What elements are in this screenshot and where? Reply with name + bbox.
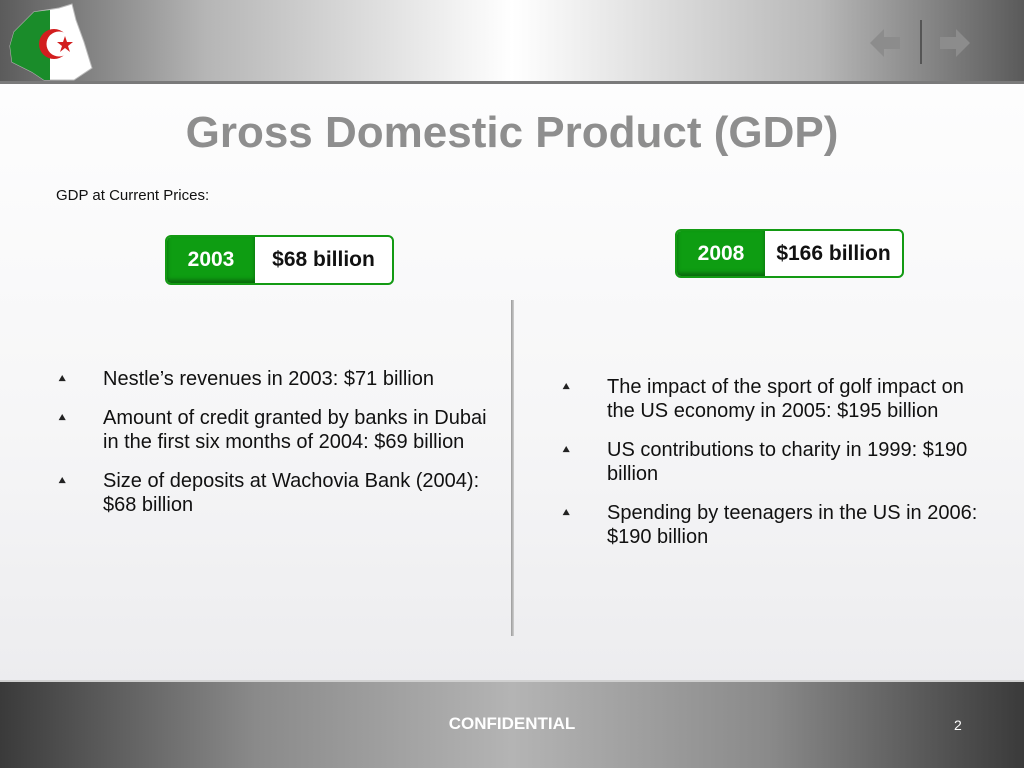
slide-header [0, 0, 1024, 84]
bullet-triangle-icon: ⯅ [57, 410, 68, 425]
arrow-right-icon[interactable] [936, 22, 972, 64]
bullet-text: Size of deposits at Wachovia Bank (2004)… [103, 470, 480, 516]
bullet-text: Spending by teenagers in the US in 2006:… [607, 502, 978, 548]
column-divider [511, 300, 514, 636]
right-bullet-list: ⯅ The impact of the sport of golf impact… [561, 375, 981, 564]
bullet-triangle-icon: ⯅ [57, 371, 68, 386]
slide-footer [0, 680, 1024, 768]
gdp-year-label: 2008 [677, 231, 765, 276]
bullet-triangle-icon: ⯅ [57, 473, 68, 488]
list-item: ⯅ US contributions to charity in 1999: $… [561, 438, 981, 486]
slide-title: Gross Domestic Product (GDP) [185, 108, 839, 157]
bullet-text: The impact of the sport of golf impact o… [607, 376, 964, 422]
gdp-box-2003: 2003 $68 billion [165, 235, 394, 285]
nav-separator [920, 20, 922, 64]
gdp-subtitle: GDP at Current Prices: [56, 187, 210, 204]
left-bullet-list: ⯅ Nestle’s revenues in 2003: $71 billion… [57, 367, 487, 532]
algeria-map-flag-icon [9, 3, 93, 81]
bullet-text: Amount of credit granted by banks in Dub… [103, 407, 487, 453]
bullet-triangle-icon: ⯅ [561, 505, 572, 520]
bullet-text: Nestle’s revenues in 2003: $71 billion [103, 368, 434, 390]
bullet-triangle-icon: ⯅ [561, 379, 572, 394]
list-item: ⯅ Spending by teenagers in the US in 200… [561, 501, 981, 549]
bullet-triangle-icon: ⯅ [561, 442, 572, 457]
gdp-value-label: $68 billion [272, 248, 375, 271]
gdp-value-label: $166 billion [776, 241, 891, 265]
arrow-left-icon[interactable] [868, 22, 904, 64]
gdp-year-label: 2003 [167, 237, 255, 283]
list-item: ⯅ Nestle’s revenues in 2003: $71 billion [57, 367, 487, 391]
list-item: ⯅ Amount of credit granted by banks in D… [57, 406, 487, 454]
list-item: ⯅ The impact of the sport of golf impact… [561, 375, 981, 423]
list-item: ⯅ Size of deposits at Wachovia Bank (200… [57, 469, 487, 517]
gdp-box-2008: 2008 $166 billion [675, 229, 904, 278]
bullet-text: US contributions to charity in 1999: $19… [607, 439, 968, 485]
page-number: 2 [954, 717, 962, 733]
confidential-label: CONFIDENTIAL [448, 714, 576, 733]
